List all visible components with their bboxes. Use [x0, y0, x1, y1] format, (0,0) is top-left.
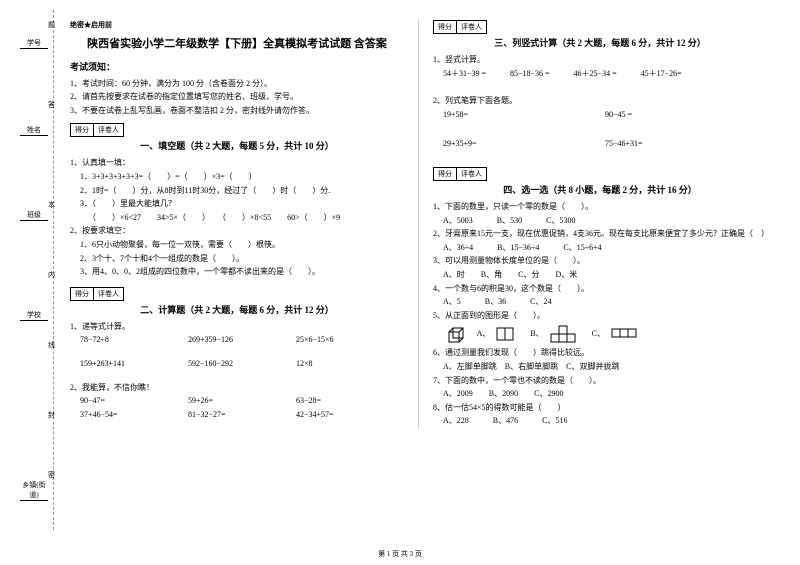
- score-label: 得分: [71, 124, 94, 136]
- page-content: 绝密★启用前 陕西省实验小学二年级数学【下册】全真模拟考试试题 含答案 考试须知…: [62, 20, 782, 428]
- side-char: 题: [48, 20, 55, 30]
- s4-q7o: A、2009 B、2090 C、2900: [433, 387, 767, 401]
- s4-q3: 3、可以用测量物体长度单位的是（ ）。: [433, 254, 767, 268]
- s2-expr: 269+359−126: [188, 333, 296, 347]
- s3-q2: 2、列式笔算下面各题。: [433, 94, 767, 108]
- s1-q1c: 3．（ ）里最大能填几？: [70, 197, 404, 211]
- s3-q1: 1、竖式计算。: [433, 53, 767, 67]
- notice-2: 2、请首先按要求在试卷的指定位置填写您的姓名、班级、学号。: [70, 90, 404, 104]
- s4-q4o: A、5 B、36 C、24: [433, 295, 767, 309]
- s1-q2b: 2、3个十、7个十和4个一组成的数是（ ）。: [70, 252, 404, 266]
- s2-expr: 90−47=: [80, 394, 188, 408]
- s2-q2: 2、我能算，不信你瞧！: [70, 381, 404, 395]
- s4-q7: 7、下面的数中，一个零也不读的数是（ ）。: [433, 374, 767, 388]
- s1-q2c: 3、用4、0、0、2组成的四位数中，一个零都不读出来的是（ ）。: [70, 265, 404, 279]
- s2-expr: 25×6−15×6: [296, 333, 404, 347]
- grader-label: 评卷人: [94, 124, 123, 136]
- s4-q8o: A、228 B、476 C、516: [433, 414, 767, 428]
- s2-expr: 159+263+141: [80, 357, 188, 371]
- s4-q8: 8、估一估54×5的得数可能是（ ）: [433, 401, 767, 415]
- s1-q1d: （ ）×6<27 34>5×（ ） （ ）×8<55 60>（ ）×9: [70, 211, 404, 225]
- exam-title: 陕西省实验小学二年级数学【下册】全真模拟考试试题 含答案: [70, 36, 404, 54]
- score-box: 得分评卷人: [433, 167, 487, 181]
- section-2-title: 二、计算题（共 2 大题，每题 6 分，共计 12 分）: [70, 303, 404, 316]
- notice-3: 3、不要在试卷上乱写乱画，卷面不整洁扣 2 分，密封线外请勿作答。: [70, 104, 404, 118]
- s3-expr: 19+58=: [443, 108, 605, 122]
- s1-q2a: 1、6只小动物聚餐，每一位一双筷，需要（ ）根筷。: [70, 238, 404, 252]
- s2-expr: 42−34+57=: [296, 408, 404, 422]
- section-4-title: 四、选一选（共 8 小题，每题 2 分，共计 16 分）: [433, 183, 767, 196]
- s2-expr: 78−72÷8: [80, 333, 188, 347]
- notice-1: 1、考试时间：60 分钟，满分为 100 分（含卷面分 2 分）。: [70, 77, 404, 91]
- s4-q5-options: A、 B、 C、: [433, 322, 767, 346]
- s4-q3o: A、时 B、角 C、分 D、米: [433, 268, 767, 282]
- left-column: 绝密★启用前 陕西省实验小学二年级数学【下册】全真模拟考试试题 含答案 考试须知…: [62, 20, 412, 428]
- s4-q2: 2、牙膏原来15元一支，现在优惠促销，4支36元。现在每支比原来便宜了多少元？正…: [433, 227, 767, 241]
- s2-expr: 12×8: [296, 357, 404, 371]
- side-char: 内: [48, 270, 55, 280]
- right-column: 得分评卷人 三、列竖式计算（共 2 大题，每题 6 分，共计 12 分） 1、竖…: [425, 20, 775, 428]
- grader-label: 评卷人: [94, 288, 123, 300]
- s4-q6: 6、通过测量我们发现（ ）跳得比较远。: [433, 346, 767, 360]
- s4-q5: 5、从正面到的图形是（ ）。: [433, 309, 767, 323]
- s4-q1o: A、5003 B、530 C、5300: [433, 214, 767, 228]
- side-char: 答: [48, 100, 55, 110]
- notice-head: 考试须知：: [70, 60, 404, 73]
- s1-q2: 2、按要求填空：: [70, 224, 404, 238]
- cube-icon: [447, 322, 471, 346]
- side-char: 密: [48, 470, 55, 480]
- opt-c: C、: [592, 329, 605, 338]
- page-footer: 第 1 页 共 3 页: [0, 549, 800, 559]
- s4-q6o: A、左脚单脚跳 B、右脚单脚跳 C、双脚并拢跳: [433, 360, 767, 374]
- shape-c-icon: [611, 328, 639, 340]
- secret-label: 绝密★启用前: [70, 20, 404, 30]
- s2-expr: 592−160−292: [188, 357, 296, 371]
- s4-q1: 1、下面的数里，只读一个零的数是（ ）。: [433, 200, 767, 214]
- s3-expr: 90−45 =: [605, 108, 767, 122]
- s3-expr: 75−46+31=: [605, 137, 767, 151]
- s2-expr: 63−28=: [296, 394, 404, 408]
- s4-q4: 4、一个数与6的积是30，这个数是（ ）。: [433, 282, 767, 296]
- score-label: 得分: [434, 21, 457, 33]
- s2-expr: 37+46−54=: [80, 408, 188, 422]
- binding-margin: 学号 姓名 班级 学校 乡镇(街道) 题 答 本 内 线 封 密: [18, 10, 54, 530]
- score-box: 得分评卷人: [70, 123, 124, 137]
- score-box: 得分评卷人: [433, 20, 487, 34]
- binding-label-town: 乡镇(街道): [20, 480, 48, 501]
- s4-q2o: A、36÷4 B、15−36÷4 C、15÷6+4: [433, 241, 767, 255]
- opt-a: A、: [477, 329, 491, 338]
- binding-label-class: 班级: [20, 210, 48, 221]
- s2-expr: 81−32−27=: [188, 408, 296, 422]
- binding-label-id: 学号: [20, 38, 48, 49]
- section-1-title: 一、填空题（共 2 大题，每题 5 分，共计 10 分）: [70, 139, 404, 152]
- column-divider: [418, 20, 419, 428]
- s2-q1: 1、递等式计算。: [70, 320, 404, 334]
- s1-q1b: 2．1时=（ ）分，从8时到11时30分，经过了（ ）时（ ）分.: [70, 184, 404, 198]
- shape-a-icon: [496, 327, 516, 341]
- grader-label: 评卷人: [457, 168, 486, 180]
- s1-q1: 1、认真填一填：: [70, 156, 404, 170]
- score-label: 得分: [434, 168, 457, 180]
- side-char: 线: [48, 340, 55, 350]
- side-char: 本: [48, 200, 55, 210]
- s1-q1a: 1．3+3+3+3+3+3=（ ）=（ ）×3=（ ）: [70, 170, 404, 184]
- binding-label-name: 姓名: [20, 125, 48, 136]
- binding-label-school: 学校: [20, 310, 48, 321]
- opt-b: B、: [530, 329, 543, 338]
- score-label: 得分: [71, 288, 94, 300]
- section-3-title: 三、列竖式计算（共 2 大题，每题 6 分，共计 12 分）: [433, 36, 767, 49]
- shape-b-icon: [550, 325, 578, 343]
- grader-label: 评卷人: [457, 21, 486, 33]
- s3-expr: 29+35+9=: [443, 137, 605, 151]
- side-char: 封: [48, 410, 55, 420]
- s2-expr: 59+26=: [188, 394, 296, 408]
- s3-r1: 54＋31−39 = 85−18−36 = 46＋25−34 = 45＋17−2…: [433, 67, 767, 81]
- score-box: 得分评卷人: [70, 287, 124, 301]
